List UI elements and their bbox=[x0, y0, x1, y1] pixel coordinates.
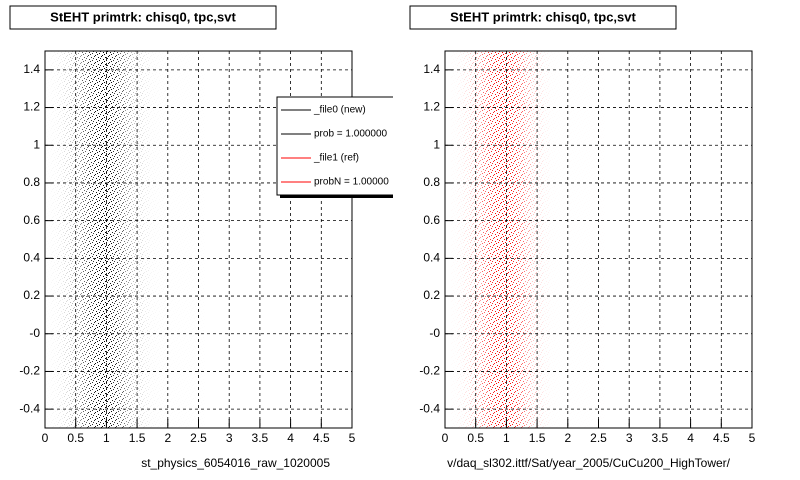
density-column bbox=[537, 51, 544, 428]
legend-label: probN = 1.00000 bbox=[314, 177, 389, 188]
y-tick-label: -0 bbox=[29, 326, 40, 340]
density-column bbox=[69, 51, 76, 428]
x-tick-label: 3.5 bbox=[252, 431, 269, 445]
x-tick-label: 0 bbox=[442, 431, 449, 445]
y-tick-label: -0 bbox=[429, 326, 440, 340]
density-column bbox=[106, 51, 113, 428]
density-column bbox=[124, 51, 131, 428]
density-column bbox=[137, 51, 144, 428]
y-tick-label: -0.2 bbox=[19, 364, 40, 378]
x-tick-label: 1.5 bbox=[129, 431, 146, 445]
x-tick-label: 5 bbox=[749, 431, 756, 445]
density-column bbox=[75, 51, 82, 428]
y-tick-label: 0.4 bbox=[423, 251, 440, 265]
y-tick-label: -0.2 bbox=[419, 364, 440, 378]
chart-title: StEHT primtrk: chisq0, tpc,svt bbox=[50, 9, 236, 24]
y-tick-label: 1.4 bbox=[23, 62, 40, 76]
density-column bbox=[463, 51, 470, 428]
x-tick-label: 3 bbox=[226, 431, 233, 445]
legend-box bbox=[276, 96, 393, 196]
density-column bbox=[543, 51, 550, 428]
y-tick-label: 0.2 bbox=[423, 288, 440, 302]
x-tick-label: 4.5 bbox=[313, 431, 330, 445]
legend-label: _file1 (ref) bbox=[313, 153, 359, 164]
legend-label: _file0 (new) bbox=[313, 105, 366, 116]
y-tick-label: 1.2 bbox=[423, 100, 440, 114]
y-tick-label: 1.2 bbox=[23, 100, 40, 114]
y-tick-label: 0.6 bbox=[423, 213, 440, 227]
density-column bbox=[57, 51, 64, 428]
x-tick-label: 3.5 bbox=[652, 431, 669, 445]
density-column bbox=[494, 51, 501, 428]
density-column bbox=[457, 51, 464, 428]
x-tick-label: 5 bbox=[349, 431, 356, 445]
x-tick-label: 4.5 bbox=[713, 431, 730, 445]
density-column bbox=[530, 51, 538, 428]
x-tick-label: 2 bbox=[164, 431, 171, 445]
y-tick-label: 0.8 bbox=[23, 175, 40, 189]
y-tick-label: 1.4 bbox=[423, 62, 440, 76]
title-box bbox=[409, 5, 677, 30]
density-column bbox=[100, 51, 107, 428]
density-column bbox=[81, 51, 88, 428]
x-tick-label: 2.5 bbox=[190, 431, 207, 445]
x-tick-label: 0 bbox=[42, 431, 49, 445]
density-column bbox=[87, 51, 95, 428]
density-column bbox=[524, 51, 531, 428]
x-tick-label: 2 bbox=[564, 431, 571, 445]
density-column bbox=[118, 51, 125, 428]
x-tick-label: 4 bbox=[287, 431, 294, 445]
x-tick-label: 0.5 bbox=[67, 431, 84, 445]
density-column bbox=[500, 51, 507, 428]
y-tick-label: 1 bbox=[33, 137, 40, 151]
plot-frame bbox=[444, 50, 753, 429]
density-column bbox=[130, 51, 138, 428]
y-tick-label: 0.2 bbox=[23, 288, 40, 302]
x-tick-label: 4 bbox=[687, 431, 694, 445]
plot-frame bbox=[44, 50, 353, 429]
x-tick-label: 1.5 bbox=[529, 431, 546, 445]
y-tick-label: -0.4 bbox=[19, 401, 40, 415]
legend: _file0 (new) prob = 1.000000 _file1 (ref) p… bbox=[276, 96, 393, 198]
density-column bbox=[112, 51, 119, 428]
x-tick-label: 2.5 bbox=[590, 431, 607, 445]
density-column bbox=[475, 51, 482, 428]
x-tick-label: 0.5 bbox=[467, 431, 484, 445]
density-column bbox=[481, 51, 488, 428]
y-tick-label: 0.8 bbox=[423, 175, 440, 189]
density-column bbox=[512, 51, 519, 428]
x-tick-label: 1 bbox=[503, 431, 510, 445]
x-axis-label: st_physics_6054016_raw_1020005 bbox=[141, 456, 330, 470]
chart-title: StEHT primtrk: chisq0, tpc,svt bbox=[450, 9, 636, 24]
y-tick-label: 0.4 bbox=[23, 251, 40, 265]
x-axis-label: v/daq_sl302.ittf/Sat/year_2005/CuCu200_H… bbox=[447, 456, 731, 470]
density-column bbox=[63, 51, 70, 428]
density-column bbox=[94, 51, 101, 428]
pad: StEHT primtrk: chisq0, tpc,svt -0.4 -0.2 -0… bbox=[9, 5, 356, 470]
density-column bbox=[487, 51, 495, 428]
x-tick-label: 3 bbox=[626, 431, 633, 445]
title-box bbox=[9, 5, 277, 30]
density-column bbox=[506, 51, 513, 428]
x-tick-label: 1 bbox=[103, 431, 110, 445]
density-column bbox=[143, 51, 150, 428]
y-tick-label: 1 bbox=[433, 137, 440, 151]
y-tick-label: -0.4 bbox=[419, 401, 440, 415]
y-tick-label: 0.6 bbox=[23, 213, 40, 227]
legend-label: prob = 1.000000 bbox=[314, 129, 388, 140]
pad: StEHT primtrk: chisq0, tpc,svt -0.4 -0.2 -0… bbox=[409, 5, 756, 470]
density-column bbox=[469, 51, 476, 428]
density-column bbox=[518, 51, 525, 428]
